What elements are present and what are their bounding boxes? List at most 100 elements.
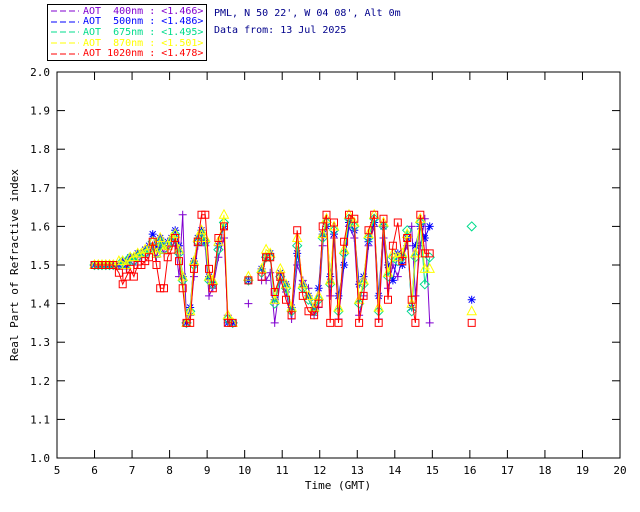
x-tick-label: 19 <box>576 464 589 477</box>
data-point-marker <box>384 261 392 269</box>
y-tick-label: 1.9 <box>30 105 50 118</box>
data-point-marker <box>425 222 434 231</box>
series-aot-1020nm <box>90 210 476 327</box>
data-point-marker <box>370 210 379 219</box>
data-point-marker <box>407 295 416 304</box>
legend-entry: AOT 400nm : <1.466> <box>50 6 204 17</box>
y-tick-label: 1.1 <box>30 413 50 426</box>
data-point-marker <box>148 230 157 239</box>
data-point-marker <box>467 295 476 304</box>
data-point-marker <box>374 318 383 327</box>
data-point-marker <box>363 232 374 244</box>
data-point-marker <box>266 268 275 277</box>
data-point-marker <box>298 291 307 300</box>
data-point-marker <box>178 284 187 293</box>
series-line <box>94 214 233 324</box>
y-axis-title: Real Part of Refractive index <box>8 169 21 361</box>
site-location-text: PML, N 50 22', W 04 08', Alt 0m <box>214 8 401 19</box>
data-point-marker <box>388 276 397 285</box>
data-point-marker <box>228 318 237 327</box>
data-point-marker <box>282 295 290 304</box>
x-tick-label: 14 <box>388 464 402 477</box>
data-point-marker <box>334 291 343 300</box>
data-point-marker <box>220 222 228 231</box>
plot-frame-group <box>56 71 621 459</box>
data-point-marker <box>190 264 198 273</box>
data-point-marker <box>416 210 425 219</box>
data-point-marker <box>167 245 176 254</box>
data-point-marker <box>152 261 161 269</box>
data-point-marker <box>350 214 359 223</box>
data-point-marker <box>148 237 157 246</box>
x-tick-label: 18 <box>538 464 551 477</box>
x-tick-label: 20 <box>613 464 626 477</box>
data-point-marker <box>154 236 166 248</box>
data-point-marker <box>411 318 420 327</box>
x-tick-label: 5 <box>54 464 61 477</box>
data-point-marker <box>200 236 211 248</box>
legend-entry: AOT 870nm : <1.501> <box>50 38 204 49</box>
legend-line-sample <box>51 10 79 12</box>
data-point-marker <box>382 271 394 282</box>
data-point-marker <box>184 305 196 316</box>
x-tick-label: 11 <box>276 464 289 477</box>
data-point-marker <box>425 249 434 258</box>
data-point-marker <box>374 291 383 300</box>
data-point-marker <box>359 291 368 300</box>
data-point-marker <box>171 234 180 242</box>
data-point-marker <box>330 218 338 227</box>
data-point-marker <box>178 210 187 219</box>
data-point-marker <box>411 241 420 250</box>
data-point-marker <box>126 264 135 273</box>
data-point-marker <box>151 248 162 259</box>
y-tick-label: 1.4 <box>30 298 50 311</box>
y-tick-label: 1.7 <box>30 182 50 195</box>
data-point-marker <box>304 307 313 316</box>
data-point-marker <box>379 234 388 242</box>
data-point-marker <box>388 241 397 250</box>
data-point-marker <box>393 218 402 227</box>
data-point-marker <box>256 267 267 278</box>
x-tick-label: 15 <box>426 464 439 477</box>
data-point-marker <box>222 313 234 325</box>
data-point-marker <box>175 257 183 266</box>
data-point-marker <box>214 234 223 242</box>
data-point-marker <box>393 272 402 281</box>
legend-label: AOT 675nm : <1.495> <box>83 26 204 38</box>
data-point-marker <box>420 234 429 242</box>
data-point-marker <box>270 318 279 327</box>
data-point-marker <box>203 270 215 281</box>
data-point-marker <box>364 226 373 235</box>
data-point-marker <box>322 210 331 219</box>
series-line <box>94 214 234 324</box>
data-point-marker <box>326 318 335 327</box>
data-point-marker <box>401 228 413 239</box>
data-point-marker <box>243 270 254 281</box>
data-point-marker <box>403 234 412 242</box>
data-point-marker <box>177 270 189 281</box>
legend-label: AOT 1020nm : <1.478> <box>83 48 204 60</box>
data-point-marker <box>318 222 327 231</box>
data-point-marker <box>218 208 230 219</box>
y-tick-label: 2.0 <box>30 66 50 79</box>
data-point-marker <box>160 284 168 293</box>
data-point-marker <box>340 261 349 269</box>
data-point-marker <box>270 288 279 296</box>
data-point-marker <box>398 257 407 266</box>
data-point-marker <box>467 318 476 327</box>
x-tick-label: 13 <box>351 464 364 477</box>
data-point-marker <box>129 272 138 281</box>
data-point-marker <box>297 278 309 289</box>
data-point-marker <box>326 291 335 300</box>
x-tick-label: 12 <box>313 464 326 477</box>
legend-entry: AOT 500nm : <1.486> <box>50 16 204 27</box>
data-point-marker <box>269 298 280 309</box>
data-point-marker <box>266 253 275 262</box>
y-tick-label: 1.2 <box>30 375 50 388</box>
data-point-marker <box>205 291 213 300</box>
data-point-marker <box>410 247 421 258</box>
data-point-marker <box>358 279 369 290</box>
data-point-marker <box>276 272 285 281</box>
y-tick-label: 1.3 <box>30 336 50 349</box>
